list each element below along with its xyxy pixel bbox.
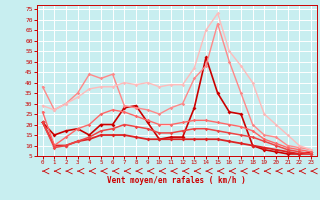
X-axis label: Vent moyen/en rafales ( km/h ): Vent moyen/en rafales ( km/h ) — [108, 176, 246, 185]
